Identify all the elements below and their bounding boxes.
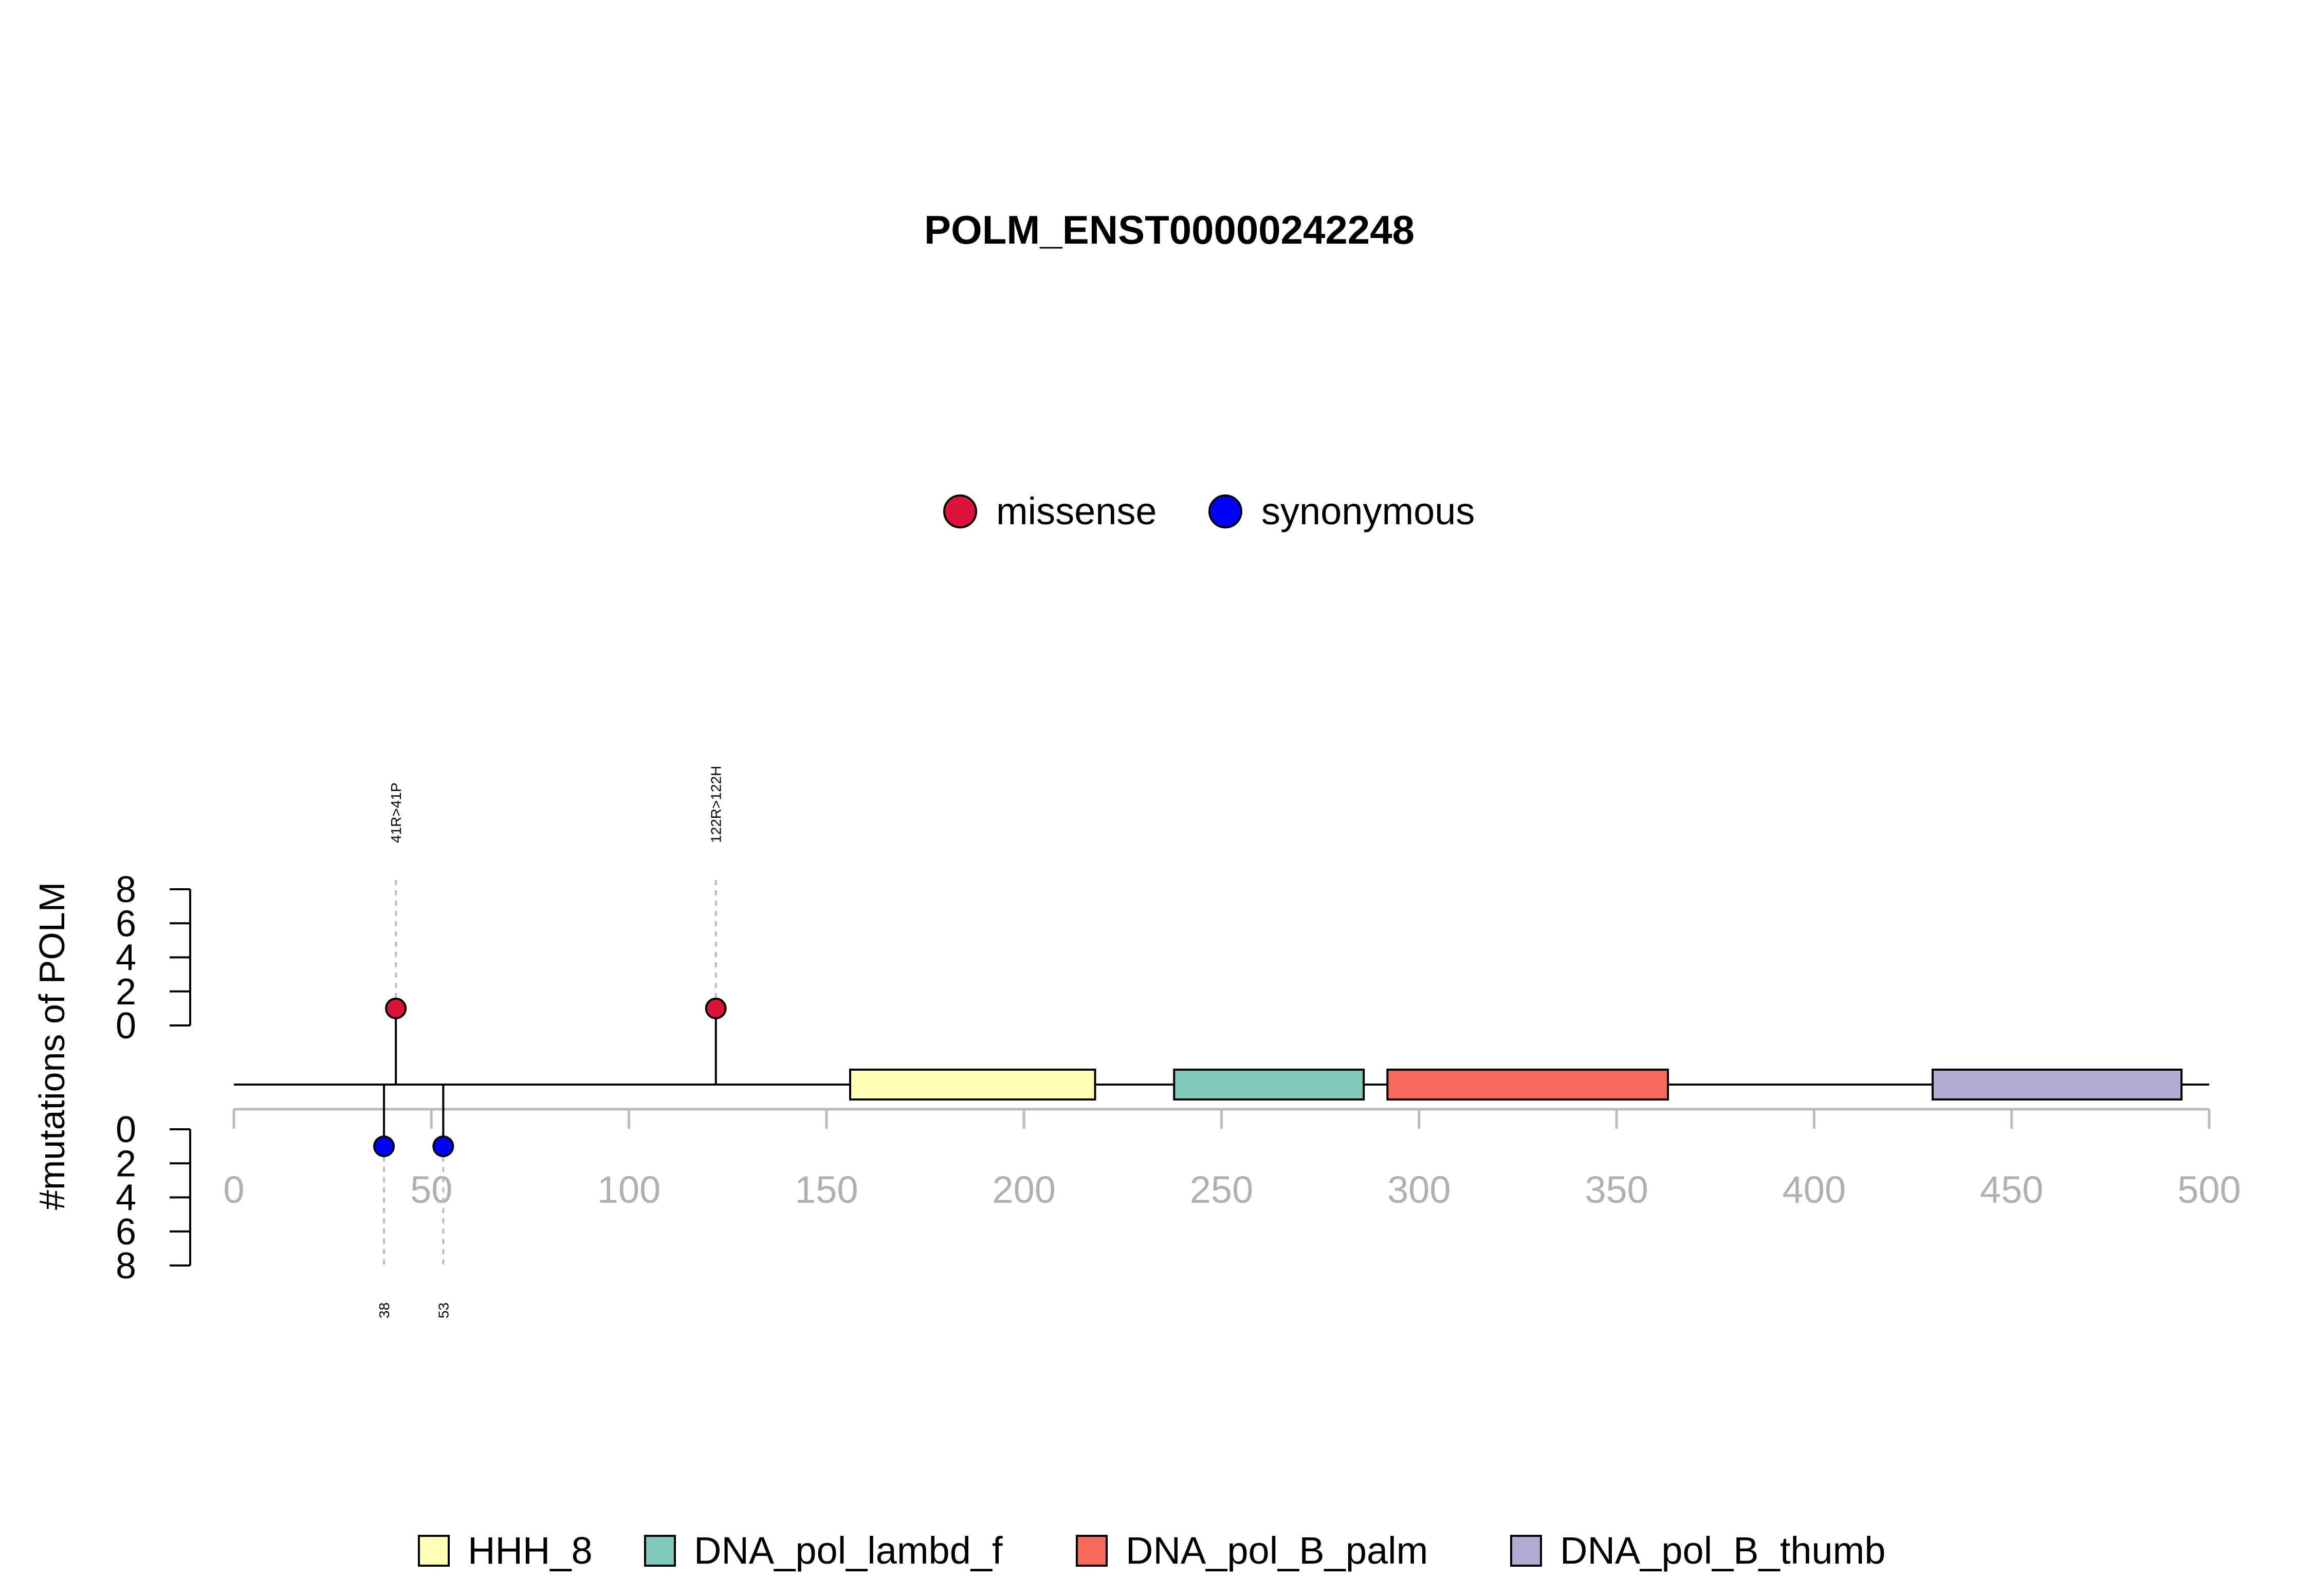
- lollipop-head-53: [432, 1135, 454, 1158]
- top-y-tick-label: 6: [116, 903, 136, 944]
- legend-label-missense: missense: [996, 490, 1157, 533]
- domain-DNA_pol_B_palm: [1386, 1069, 1669, 1100]
- domain-DNA_pol_lambd_f: [1173, 1069, 1365, 1100]
- top-y-tick-label: 4: [116, 938, 136, 979]
- domain-legend-swatch-HHH_8: [418, 1535, 450, 1567]
- x-tick-label: 200: [992, 1168, 1055, 1211]
- y-axis-label: #mutations of POLM: [32, 882, 72, 1210]
- domain-HHH_8: [849, 1069, 1096, 1100]
- x-tick-label: 50: [410, 1168, 452, 1211]
- x-tick-label: 300: [1387, 1168, 1451, 1211]
- mutation-label-53: 53: [435, 1303, 451, 1318]
- x-tick-label: 100: [597, 1168, 660, 1211]
- top-y-tick-label: 8: [116, 869, 136, 910]
- legend-marker-synonymous: [1208, 494, 1242, 528]
- domain-legend-swatch-DNA_pol_lambd_f: [644, 1535, 676, 1567]
- lollipop-head-41: [385, 997, 407, 1019]
- bottom-y-tick-label: 8: [116, 1245, 136, 1287]
- x-tick-label: 350: [1585, 1168, 1648, 1211]
- legend-label-synonymous: synonymous: [1261, 490, 1475, 533]
- domain-legend-label-DNA_pol_lambd_f: DNA_pol_lambd_f: [694, 1529, 1003, 1572]
- domain-legend-swatch-DNA_pol_B_palm: [1076, 1535, 1108, 1567]
- lollipop-head-122: [705, 997, 727, 1019]
- mutation-label-38: 38: [376, 1303, 392, 1318]
- chart-title: POLM_ENST00000242248: [924, 207, 1415, 252]
- x-tick-label: 250: [1190, 1168, 1253, 1211]
- domain-legend-label-DNA_pol_B_thumb: DNA_pol_B_thumb: [1560, 1529, 1885, 1572]
- lollipop-head-38: [373, 1135, 395, 1158]
- domain-DNA_pol_B_thumb: [1931, 1069, 2183, 1100]
- bottom-y-tick-label: 0: [116, 1109, 136, 1150]
- domain-legend-label-HHH_8: HHH_8: [468, 1529, 593, 1572]
- x-tick-label: 0: [223, 1168, 244, 1211]
- x-tick-label: 450: [1980, 1168, 2043, 1211]
- mutation-label-122: 122R>122H: [708, 766, 724, 843]
- legend-marker-missense: [943, 494, 977, 528]
- bottom-y-tick-label: 6: [116, 1212, 136, 1253]
- top-y-tick-label: 2: [116, 971, 136, 1013]
- x-tick-label: 150: [795, 1168, 858, 1211]
- domain-legend-swatch-DNA_pol_B_thumb: [1510, 1535, 1542, 1567]
- x-tick-label: 500: [2177, 1168, 2241, 1211]
- mutation-label-41: 41R>41P: [388, 782, 404, 843]
- domain-legend-label-DNA_pol_B_palm: DNA_pol_B_palm: [1126, 1529, 1428, 1572]
- bottom-y-tick-label: 2: [116, 1143, 136, 1184]
- bottom-y-tick-label: 4: [116, 1178, 136, 1219]
- x-tick-label: 400: [1783, 1168, 1846, 1211]
- top-y-tick-label: 0: [116, 1005, 136, 1047]
